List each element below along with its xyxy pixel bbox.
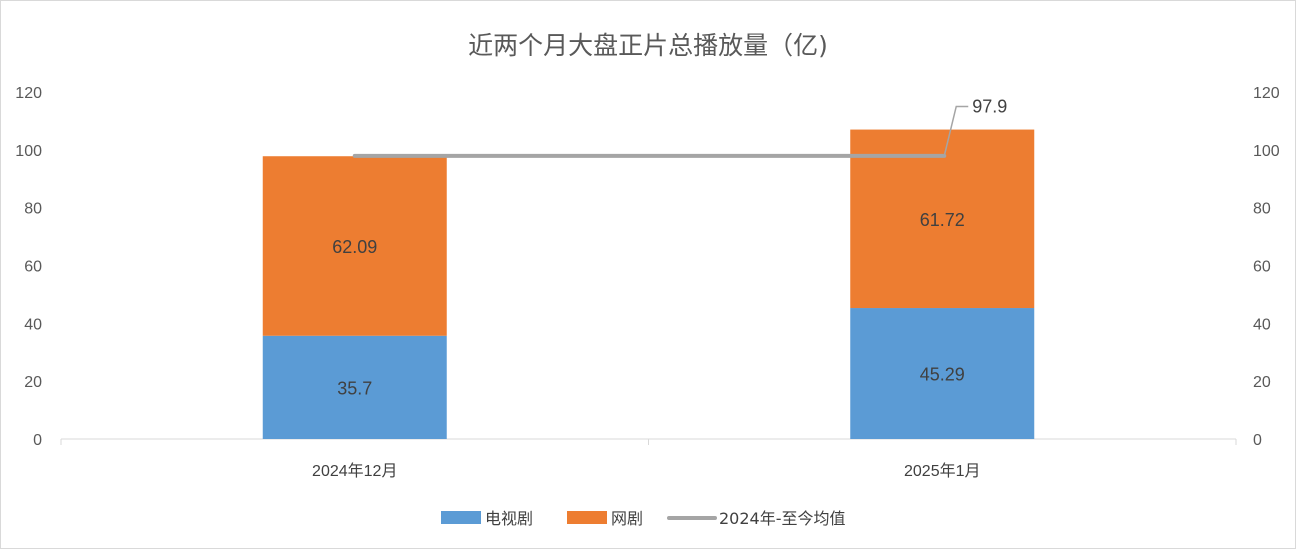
- bar-value-label: 45.29: [920, 365, 965, 385]
- bar-value-label: 35.7: [337, 378, 372, 398]
- chart-title: 近两个月大盘正片总播放量（亿): [468, 31, 828, 60]
- legend-swatch: [567, 511, 607, 524]
- y-tick-label-right: 100: [1253, 143, 1280, 160]
- y-tick-label-right: 120: [1253, 85, 1280, 102]
- average-line-label: 97.9: [972, 96, 1007, 116]
- y-tick-label-left: 80: [24, 201, 42, 218]
- x-category-label: 2024年12月: [312, 462, 397, 480]
- y-tick-label-right: 0: [1253, 432, 1262, 449]
- bar-segment: [262, 156, 447, 336]
- legend-label: 2024年-至今均值: [719, 509, 846, 528]
- y-tick-label-left: 100: [15, 143, 42, 160]
- legend-label: 网剧: [611, 509, 643, 528]
- legend-label: 电视剧: [485, 509, 533, 528]
- bar-value-label: 61.72: [920, 210, 965, 230]
- y-tick-label-left: 40: [24, 316, 42, 333]
- y-tick-label-left: 120: [15, 85, 42, 102]
- y-tick-label-right: 20: [1253, 374, 1271, 391]
- bar-segment: [850, 129, 1035, 309]
- y-tick-label-left: 20: [24, 374, 42, 391]
- y-tick-label-left: 0: [33, 432, 42, 449]
- y-tick-label-right: 40: [1253, 316, 1271, 333]
- y-tick-label-right: 60: [1253, 259, 1271, 276]
- bar-value-label: 62.09: [332, 237, 377, 257]
- bar-segment: [262, 335, 447, 439]
- bar-segment: [850, 308, 1035, 439]
- y-tick-label-right: 80: [1253, 201, 1271, 218]
- legend-swatch: [441, 511, 481, 524]
- average-label-leader: [943, 105, 969, 157]
- y-tick-label-left: 60: [24, 259, 42, 276]
- x-category-label: 2025年1月: [904, 462, 981, 480]
